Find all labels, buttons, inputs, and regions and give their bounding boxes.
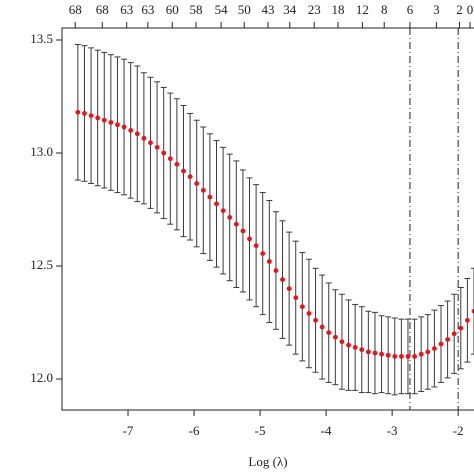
top-tick-label: 12 bbox=[356, 2, 369, 17]
point bbox=[379, 351, 384, 357]
point bbox=[240, 228, 246, 234]
point bbox=[227, 215, 233, 220]
top-tick-label: 6 bbox=[407, 2, 414, 17]
point bbox=[332, 334, 338, 340]
x-tick-label: -2 bbox=[453, 423, 464, 438]
y-tick-label: 12.0 bbox=[30, 370, 53, 385]
point bbox=[425, 349, 431, 355]
point bbox=[458, 325, 464, 331]
point bbox=[75, 109, 81, 115]
point bbox=[161, 150, 167, 156]
x-tick-label: -7 bbox=[123, 423, 134, 438]
top-tick-label: 68 bbox=[69, 2, 82, 17]
point bbox=[385, 352, 391, 358]
top-tick-label: 60 bbox=[166, 2, 179, 17]
top-tick-label: 63 bbox=[141, 2, 154, 17]
point bbox=[220, 208, 226, 214]
top-tick-label: 63 bbox=[120, 2, 133, 17]
point bbox=[306, 311, 312, 316]
point bbox=[194, 181, 200, 186]
point bbox=[266, 259, 272, 264]
top-tick-label: 43 bbox=[262, 2, 275, 17]
point bbox=[148, 140, 153, 146]
point bbox=[200, 187, 206, 193]
point bbox=[174, 161, 180, 167]
error-bar bbox=[471, 267, 474, 355]
top-tick-label: 18 bbox=[331, 2, 344, 17]
top-tick-label: 50 bbox=[238, 2, 251, 17]
point bbox=[280, 277, 285, 282]
point bbox=[372, 350, 378, 356]
point bbox=[260, 251, 266, 256]
point bbox=[339, 339, 345, 345]
point bbox=[445, 337, 450, 342]
point bbox=[167, 156, 173, 162]
point bbox=[273, 268, 279, 273]
top-tick-label: 23 bbox=[308, 2, 321, 17]
point bbox=[88, 113, 94, 119]
point bbox=[398, 354, 404, 359]
point bbox=[214, 201, 219, 207]
point bbox=[286, 286, 292, 292]
point bbox=[247, 236, 252, 242]
top-tick-label: 3 bbox=[433, 2, 440, 17]
point bbox=[141, 135, 147, 141]
top-tick-label: 58 bbox=[190, 2, 203, 17]
point bbox=[365, 349, 371, 355]
point bbox=[326, 330, 332, 336]
point bbox=[128, 127, 134, 133]
point bbox=[471, 308, 474, 314]
point bbox=[346, 342, 351, 348]
top-tick-label: 68 bbox=[96, 2, 109, 17]
x-tick-label: -3 bbox=[387, 423, 398, 438]
x-axis-label: Log (λ) bbox=[248, 454, 287, 469]
point bbox=[418, 351, 424, 357]
top-tick-label: 2 bbox=[456, 2, 463, 17]
point bbox=[115, 122, 120, 128]
top-tick-label: 8 bbox=[381, 2, 388, 17]
point bbox=[101, 117, 107, 123]
x-tick-label: -5 bbox=[255, 423, 266, 438]
y-tick-label: 12.5 bbox=[30, 257, 53, 272]
point bbox=[359, 347, 365, 353]
point bbox=[431, 346, 437, 351]
x-tick-label: -4 bbox=[321, 423, 332, 438]
point bbox=[154, 144, 160, 150]
point bbox=[313, 317, 318, 323]
point bbox=[293, 295, 299, 301]
point bbox=[108, 120, 114, 125]
x-tick-label: -6 bbox=[189, 423, 200, 438]
point bbox=[253, 243, 259, 249]
top-tick-label: 0 bbox=[467, 2, 474, 17]
point bbox=[121, 124, 127, 130]
point bbox=[405, 354, 411, 359]
point bbox=[181, 168, 186, 174]
point bbox=[299, 304, 305, 310]
top-tick-label: 54 bbox=[215, 2, 229, 17]
y-tick-label: 13.5 bbox=[30, 31, 53, 46]
point bbox=[464, 317, 470, 323]
point bbox=[412, 354, 417, 359]
point bbox=[451, 331, 457, 337]
point bbox=[352, 344, 358, 350]
point bbox=[187, 174, 193, 180]
point bbox=[207, 194, 213, 200]
point bbox=[392, 354, 398, 359]
y-tick-label: 13.0 bbox=[30, 144, 53, 159]
point bbox=[319, 324, 325, 330]
plot-area bbox=[74, 28, 474, 410]
top-tick-label: 34 bbox=[283, 2, 297, 17]
point bbox=[95, 115, 101, 121]
point bbox=[82, 111, 87, 116]
point bbox=[134, 131, 140, 137]
point bbox=[233, 221, 239, 227]
plot-frame bbox=[61, 27, 474, 411]
point bbox=[438, 341, 444, 347]
